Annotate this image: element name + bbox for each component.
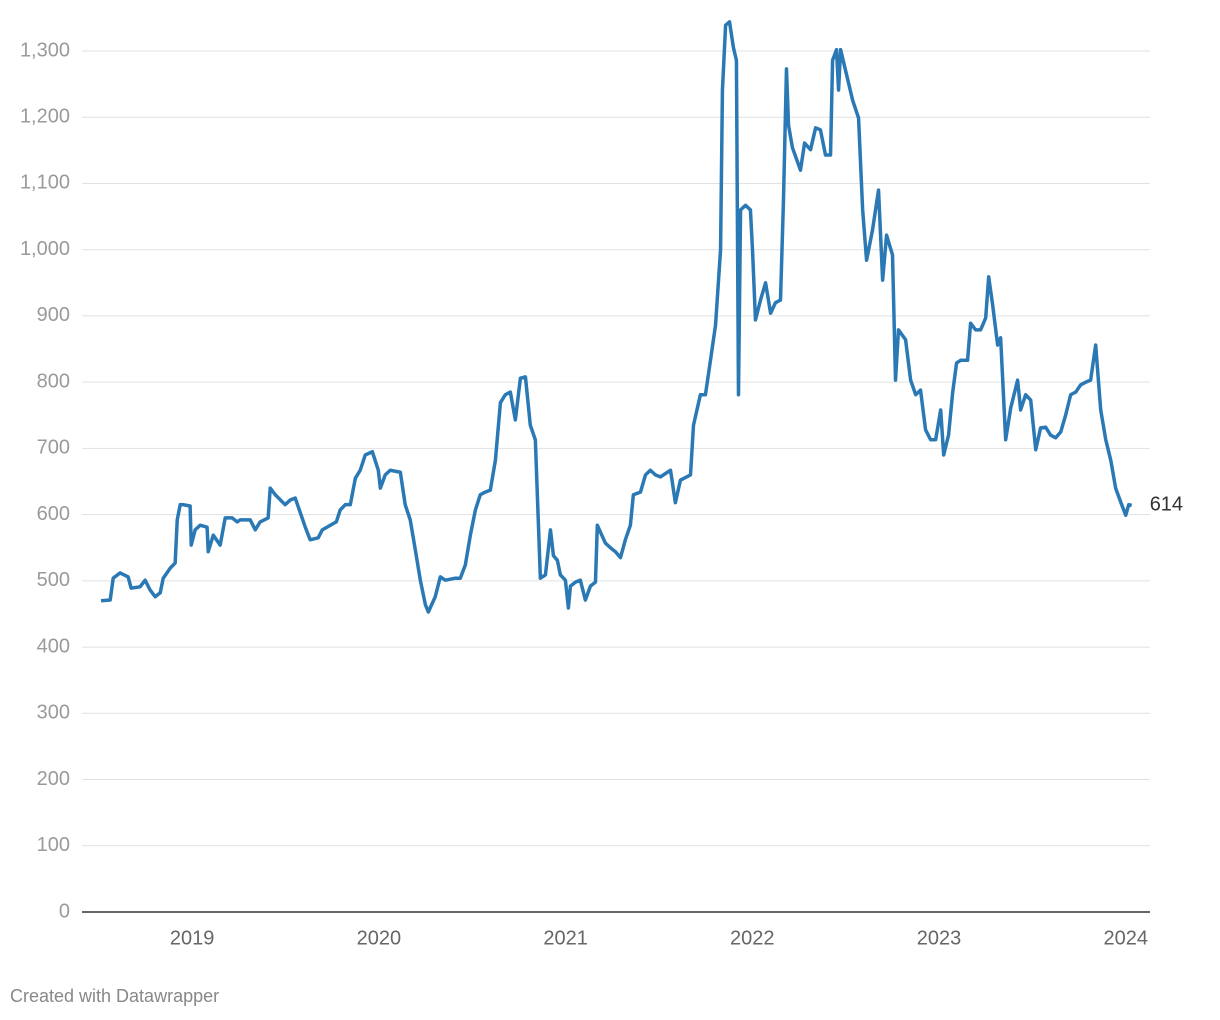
y-tick-label: 1,000 (20, 238, 70, 260)
end-value-label: 614 (1150, 494, 1183, 516)
x-tick-label: 2023 (917, 927, 962, 949)
x-tick-label: 2019 (170, 927, 215, 949)
y-tick-label: 1,100 (20, 172, 70, 194)
y-tick-label: 300 (37, 702, 70, 724)
x-tick-label: 2022 (730, 927, 775, 949)
x-tick-label: 2024 (1103, 927, 1148, 949)
y-tick-label: 800 (37, 370, 70, 392)
y-tick-label: 1,300 (20, 39, 70, 61)
y-tick-label: 600 (37, 503, 70, 525)
x-tick-label: 2020 (357, 927, 402, 949)
y-tick-label: 400 (37, 635, 70, 657)
y-tick-label: 500 (37, 569, 70, 591)
y-tick-label: 100 (37, 834, 70, 856)
y-tick-label: 1,200 (20, 106, 70, 128)
y-tick-label: 900 (37, 304, 70, 326)
credit: Created with Datawrapper (10, 986, 219, 1006)
y-tick-label: 700 (37, 437, 70, 459)
x-tick-label: 2021 (543, 927, 588, 949)
y-tick-label: 200 (37, 768, 70, 790)
line (100, 20, 1133, 614)
y-tick-label: 0 (59, 900, 70, 922)
